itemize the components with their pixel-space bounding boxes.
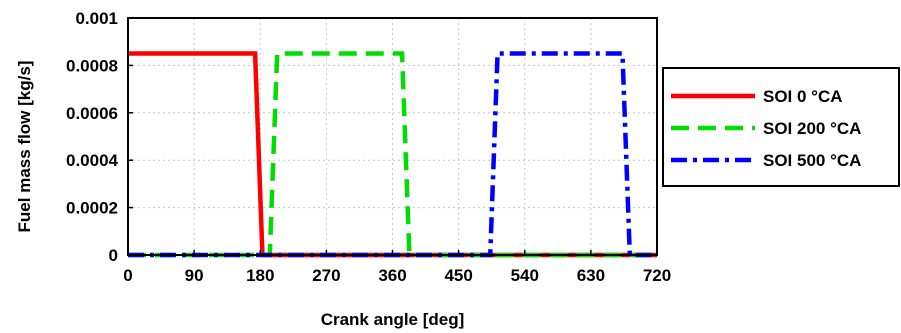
x-tick-label: 0: [123, 266, 132, 285]
x-tick-label: 180: [246, 266, 274, 285]
y-tick-label: 0.0008: [66, 56, 118, 75]
x-tick-label: 540: [511, 266, 539, 285]
x-tick-label: 270: [312, 266, 340, 285]
y-tick-label: 0.0006: [66, 104, 118, 123]
x-tick-label: 360: [378, 266, 406, 285]
y-axis-label: Fuel mass flow [kg/s]: [15, 61, 34, 233]
x-tick-label: 630: [577, 266, 605, 285]
x-tick-label: 720: [643, 266, 671, 285]
y-tick-label: 0: [109, 246, 118, 265]
legend-label-1: SOI 0 °CA: [763, 87, 843, 106]
x-tick-label: 90: [185, 266, 204, 285]
x-tick-label: 450: [444, 266, 472, 285]
y-tick-label: 0.0002: [66, 199, 118, 218]
tick-labels: 0 90 180 270 360 450 540 630 720 0 0.0002 0.0004 0.0…: [66, 9, 671, 285]
legend-label-2: SOI 200 °CA: [763, 119, 861, 138]
x-axis-label: Crank angle [deg]: [321, 310, 465, 329]
y-tick-label: 0.001: [75, 9, 118, 28]
y-tick-label: 0.0004: [66, 151, 119, 170]
legend-label-3: SOI 500 °CA: [763, 151, 861, 170]
legend: SOI 0 °CA SOI 200 °CA SOI 500 °CA: [662, 67, 900, 187]
